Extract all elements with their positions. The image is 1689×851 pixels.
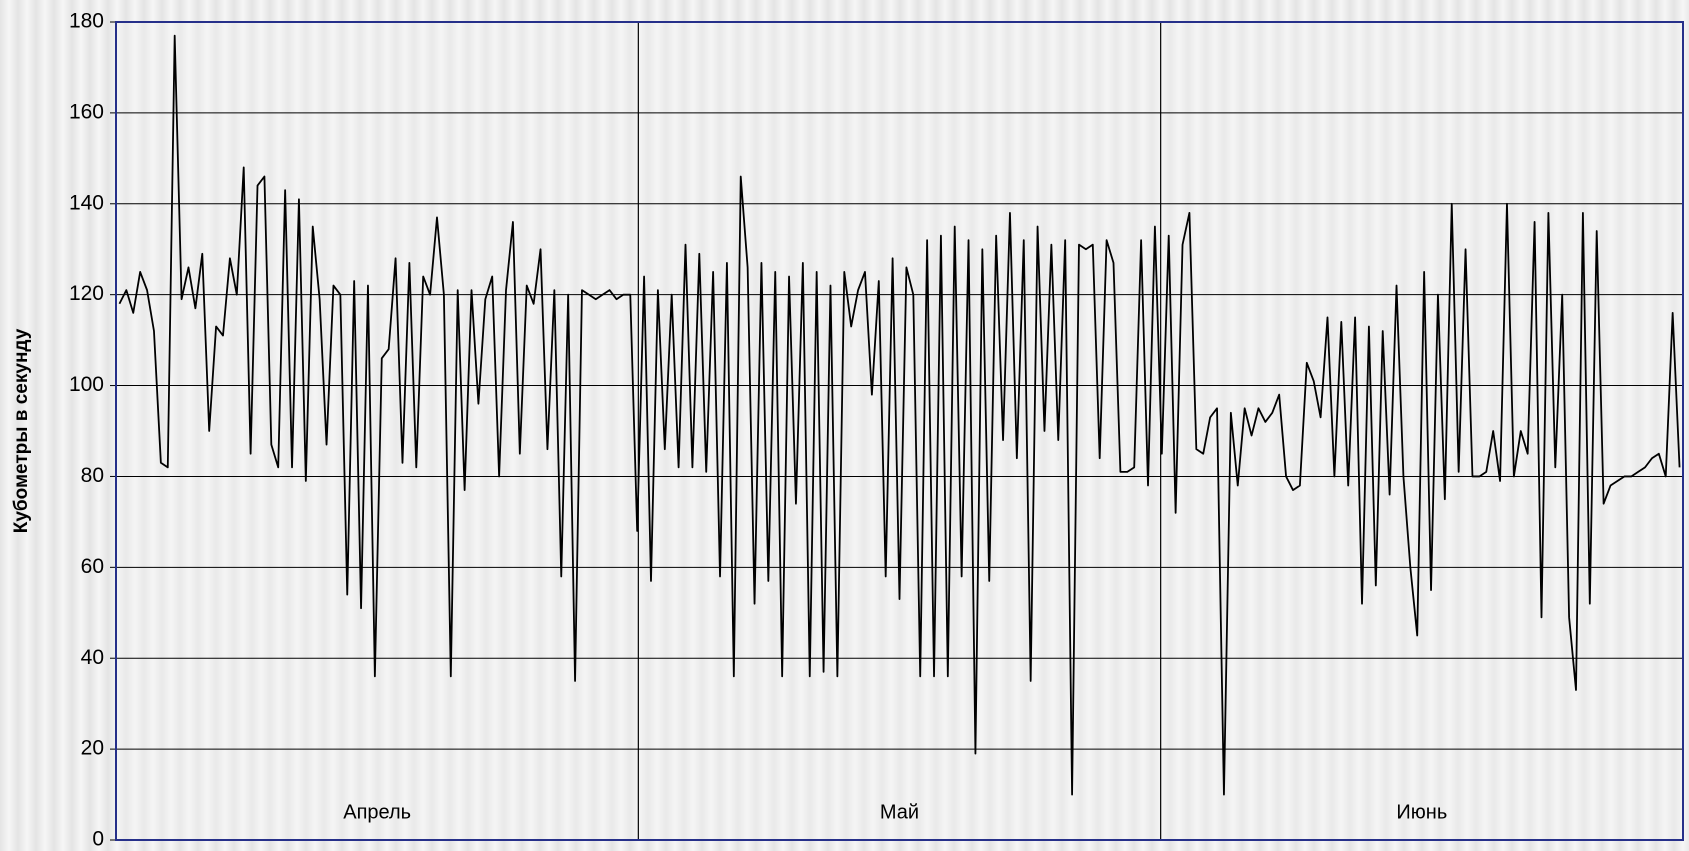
y-tick-label: 100	[69, 373, 104, 396]
y-tick-label: 160	[69, 100, 104, 123]
y-tick-label: 20	[81, 737, 104, 760]
x-category-label: Июнь	[1396, 801, 1447, 823]
y-tick-label: 40	[81, 646, 104, 669]
y-tick-label: 0	[92, 828, 104, 851]
plot-border	[115, 21, 1684, 841]
y-tick-label: 60	[81, 555, 104, 578]
y-tick-label: 120	[69, 282, 104, 305]
y-axis-label: Кубометры в секунду	[11, 328, 32, 533]
y-tick-label: 80	[81, 464, 104, 487]
y-tick-label: 140	[69, 191, 104, 214]
x-category-label: Май	[880, 801, 919, 823]
y-tick-label: 180	[69, 10, 104, 33]
series-line	[118, 34, 1681, 796]
x-category-label: Апрель	[343, 801, 411, 823]
